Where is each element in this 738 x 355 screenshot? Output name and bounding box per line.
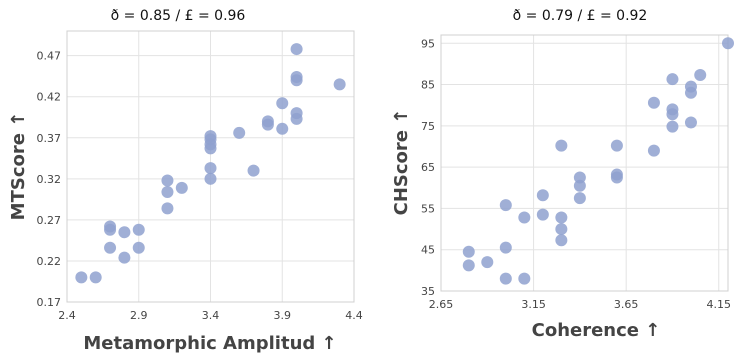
scatter-point bbox=[499, 272, 512, 285]
chart-right-grid bbox=[440, 35, 728, 292]
scatter-point bbox=[684, 116, 697, 129]
chart-right: ð = 0.79 / £ = 0.92 2.65 3.15 3.65 4.15 35 4… bbox=[391, 8, 734, 341]
x-tick-label: 2.9 bbox=[130, 309, 148, 322]
chart-right-plot-frame bbox=[440, 34, 729, 292]
scatter-point bbox=[132, 223, 145, 236]
scatter-point bbox=[204, 142, 217, 155]
chart-left: ð = 0.85 / £ = 0.96 2.4 2.9 3.4 3.9 4.4 0.17… bbox=[8, 8, 363, 354]
scatter-point bbox=[276, 122, 289, 135]
y-tick-label: 0.47 bbox=[37, 50, 62, 63]
y-tick-label: 65 bbox=[421, 161, 435, 174]
chart-right-title: ð = 0.79 / £ = 0.92 bbox=[513, 8, 648, 24]
chart-left-plot-frame bbox=[66, 30, 355, 303]
y-tick-label: 85 bbox=[421, 79, 435, 92]
y-tick-label: 75 bbox=[421, 120, 435, 133]
x-tick-label: 3.65 bbox=[614, 298, 639, 311]
scatter-point bbox=[247, 164, 260, 177]
scatter-point bbox=[290, 74, 303, 87]
scatter-point bbox=[555, 223, 568, 236]
scatter-point bbox=[694, 69, 707, 82]
chart-right-xticks: 2.65 3.15 3.65 4.15 bbox=[429, 298, 731, 311]
scatter-point bbox=[161, 202, 174, 215]
y-tick-label: 0.42 bbox=[37, 91, 62, 104]
y-tick-label: 0.37 bbox=[37, 132, 62, 145]
scatter-point bbox=[647, 144, 660, 157]
y-tick-label: 45 bbox=[421, 244, 435, 257]
scatter-point bbox=[333, 78, 346, 91]
scatter-point bbox=[499, 199, 512, 212]
y-tick-label: 35 bbox=[421, 285, 435, 298]
scatter-point bbox=[647, 96, 660, 109]
scatter-point bbox=[118, 251, 131, 264]
scatter-point bbox=[161, 174, 174, 187]
scatter-point bbox=[722, 37, 734, 50]
y-tick-label: 0.17 bbox=[37, 296, 62, 309]
y-tick-label: 0.32 bbox=[37, 173, 62, 186]
y-tick-label: 0.22 bbox=[37, 255, 62, 268]
scatter-point bbox=[104, 241, 117, 254]
scatter-point bbox=[290, 43, 303, 56]
y-tick-label: 55 bbox=[421, 202, 435, 215]
scatter-point bbox=[481, 256, 494, 269]
chart-left-x-axis-label: Metamorphic Amplitud ↑ bbox=[83, 333, 336, 354]
y-tick-label: 95 bbox=[421, 37, 435, 50]
scatter-point bbox=[684, 86, 697, 99]
scatter-point bbox=[536, 208, 549, 221]
y-tick-label: 0.27 bbox=[37, 214, 62, 227]
scatter-point bbox=[518, 211, 531, 224]
scatter-point bbox=[75, 271, 88, 284]
scatter-point bbox=[555, 234, 568, 247]
x-tick-label: 3.4 bbox=[202, 309, 220, 322]
scatter-point bbox=[499, 241, 512, 254]
scatter-point bbox=[89, 271, 102, 284]
chart-right-points bbox=[462, 37, 734, 285]
scatter-point bbox=[555, 211, 568, 224]
scatter-point bbox=[573, 171, 586, 184]
x-tick-label: 4.4 bbox=[345, 309, 363, 322]
scatter-point bbox=[610, 171, 623, 184]
scatter-point bbox=[233, 126, 246, 139]
scatter-point bbox=[276, 97, 289, 110]
scatter-point bbox=[261, 118, 274, 131]
scatter-point bbox=[204, 172, 217, 185]
scatter-point bbox=[132, 241, 145, 254]
scatter-point bbox=[518, 272, 531, 285]
scatter-point bbox=[462, 259, 475, 272]
x-tick-label: 2.65 bbox=[429, 298, 454, 311]
x-tick-label: 3.9 bbox=[274, 309, 292, 322]
scatter-point bbox=[666, 73, 679, 86]
chart-right-x-axis-label: Coherence ↑ bbox=[532, 320, 661, 341]
x-tick-label: 2.4 bbox=[58, 309, 76, 322]
chart-left-yticks: 0.17 0.22 0.27 0.32 0.37 0.42 0.47 bbox=[37, 50, 62, 309]
scatter-point bbox=[175, 181, 188, 194]
scatter-point bbox=[666, 108, 679, 121]
chart-left-y-axis-label: MTScore ↑ bbox=[8, 112, 29, 221]
chart-right-yticks: 35 45 55 65 75 85 95 bbox=[421, 37, 435, 298]
scatter-point bbox=[536, 189, 549, 202]
scatter-point bbox=[555, 139, 568, 152]
x-tick-label: 4.15 bbox=[706, 298, 731, 311]
scatter-point bbox=[290, 112, 303, 125]
scatter-point bbox=[610, 139, 623, 152]
scatter-point bbox=[161, 185, 174, 198]
scatter-point bbox=[118, 226, 131, 239]
chart-left-points bbox=[75, 43, 346, 284]
scatter-point bbox=[462, 245, 475, 258]
scatter-point bbox=[204, 162, 217, 175]
chart-right-y-axis-label: CHScore ↑ bbox=[391, 109, 412, 216]
chart-left-xticks: 2.4 2.9 3.4 3.9 4.4 bbox=[58, 309, 363, 322]
scatter-point bbox=[666, 120, 679, 133]
scatter-point bbox=[573, 179, 586, 192]
chart-left-title: ð = 0.85 / £ = 0.96 bbox=[111, 8, 246, 24]
scatter-point bbox=[573, 192, 586, 205]
x-tick-label: 3.15 bbox=[521, 298, 546, 311]
scatter-point bbox=[104, 223, 117, 236]
